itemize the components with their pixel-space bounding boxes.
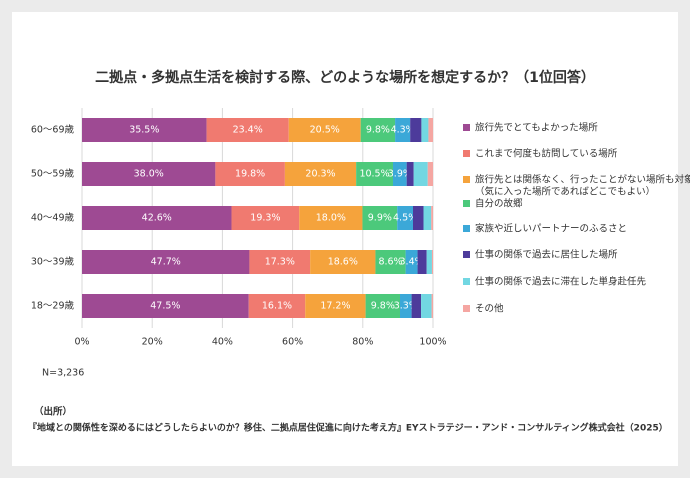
bar-segment (310, 250, 376, 274)
bar-segment (428, 118, 433, 142)
data-label: 17.3% (265, 257, 295, 268)
data-label: 42.6% (142, 213, 172, 224)
bar-segment (392, 162, 407, 186)
legend-label: 家族や近しいパートナーのふるさと (475, 223, 627, 235)
legend-swatch (463, 225, 470, 232)
bar-segment (360, 118, 396, 142)
bar-segment (423, 206, 432, 230)
bar-segment (231, 206, 300, 230)
data-label: 16.1% (262, 301, 292, 312)
data-label: 18.6% (328, 257, 358, 268)
data-label: 47.5% (150, 301, 180, 312)
bar-segment (356, 162, 393, 186)
bar-segment (426, 250, 432, 274)
bar-segment (421, 294, 432, 318)
data-label: 4.3% (391, 125, 415, 136)
data-label: 3.9% (388, 169, 412, 180)
y-tick-label: 60～69歳 (31, 124, 75, 136)
data-label: 3.3% (394, 301, 418, 312)
bar-segment (412, 206, 424, 230)
bar-segment (82, 206, 232, 230)
legend-swatch (463, 251, 470, 258)
bar-segment (248, 294, 306, 318)
legend-label: 仕事の関係で過去に居住した場所 (475, 249, 618, 261)
bar-segment (427, 162, 433, 186)
bar-segment (249, 250, 311, 274)
data-label: 35.5% (129, 125, 159, 136)
data-label: 17.2% (320, 301, 350, 312)
bar-segment (82, 294, 249, 318)
legend-swatch (463, 305, 470, 312)
bar-segment (305, 294, 366, 318)
bar-segment (400, 294, 412, 318)
x-tick-label: 40% (212, 337, 233, 348)
data-label: 10.5% (359, 169, 389, 180)
bar-segment (405, 250, 418, 274)
legend-label: 仕事の関係で過去に滞在した単身赴任先 (475, 276, 647, 288)
source-heading: （出所） (34, 406, 72, 418)
data-label: 23.4% (233, 125, 263, 136)
note: N=3,236 (42, 368, 84, 379)
source: 『地域との関係性を深めるにはどうしたらよいのか？移住、二拠点居住促進に向けた考え… (28, 422, 668, 434)
bar-segment (299, 206, 363, 230)
legend-label: 旅行先でとてもよかった場所 (475, 122, 598, 134)
data-label: 38.0% (134, 169, 164, 180)
data-label: 19.3% (250, 213, 280, 224)
data-label: 20.5% (310, 125, 340, 136)
x-tick-label: 60% (282, 337, 303, 348)
bar-segment (215, 162, 285, 186)
legend-swatch (463, 278, 470, 285)
x-tick-label: 0% (74, 337, 89, 348)
legend-swatch (463, 150, 470, 157)
data-label: 9.9% (368, 213, 392, 224)
chart-title: 二拠点・多拠点生活を検討する際、どのような場所を想定するか？（1位回答） (95, 69, 595, 86)
bar-segment (417, 250, 427, 274)
legend-label: これまで何度も訪問している場所 (475, 148, 618, 160)
x-tick-label: 80% (352, 337, 373, 348)
bar-segment (410, 118, 422, 142)
bar-segment (365, 294, 401, 318)
data-label: 3.4% (400, 257, 424, 268)
bar-segment (362, 206, 398, 230)
bar-segment (375, 250, 406, 274)
bar-segment (431, 250, 433, 274)
legend-swatch (463, 176, 470, 183)
legend-label: （気に入った場所であればどこでもよい） (475, 186, 655, 198)
bar-segment (411, 294, 422, 318)
bar-segment (206, 118, 289, 142)
data-label: 20.3% (305, 169, 335, 180)
bar-segment (431, 294, 433, 318)
data-label: 9.8% (366, 125, 390, 136)
legend-swatch (463, 200, 470, 207)
bar-segment (82, 162, 216, 186)
data-label: 4.5% (393, 213, 417, 224)
bar-segment (431, 206, 433, 230)
bar-segment (397, 206, 413, 230)
data-label: 18.0% (316, 213, 346, 224)
bar-segment (288, 118, 361, 142)
y-tick-label: 30～39歳 (31, 256, 75, 268)
legend-swatch (463, 124, 470, 131)
legend-label: 旅行先とは関係なく、行ったことがない場所も対象 (475, 174, 690, 186)
legend-label: その他 (475, 303, 504, 315)
data-label: 8.6% (378, 257, 402, 268)
bar-segment (82, 250, 250, 274)
y-tick-label: 18～29歳 (31, 300, 75, 312)
bar-segment (82, 118, 207, 142)
y-tick-label: 50～59歳 (31, 168, 75, 180)
y-tick-label: 40～49歳 (31, 212, 75, 224)
bar-segment (421, 118, 429, 142)
data-label: 19.8% (235, 169, 265, 180)
bar-segment (395, 118, 411, 142)
legend-label: 自分の故郷 (475, 198, 523, 210)
x-tick-label: 100% (419, 337, 446, 348)
data-label: 9.8% (371, 301, 395, 312)
data-label: 47.7% (151, 257, 181, 268)
x-tick-label: 20% (142, 337, 163, 348)
bar-segment (406, 162, 414, 186)
bar-segment (284, 162, 357, 186)
bar-segment (413, 162, 428, 186)
panel (12, 12, 678, 466)
